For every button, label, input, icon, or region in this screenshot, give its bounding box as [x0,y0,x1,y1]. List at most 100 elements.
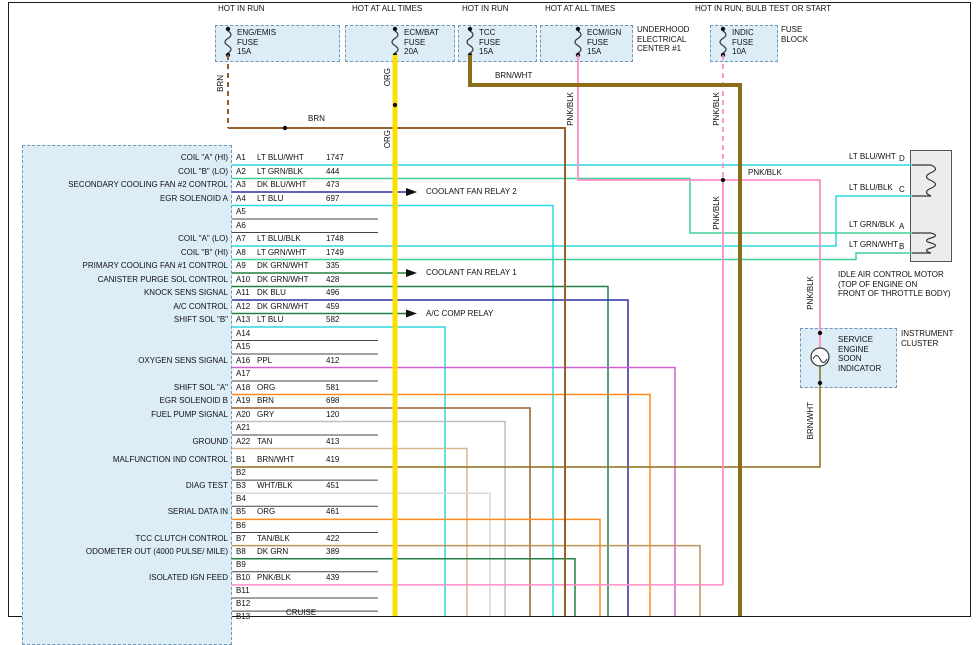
circuit-number: 1747 [326,153,344,162]
circuit-number: 444 [326,166,340,176]
pin-id: A20 [236,409,251,419]
signal-name: COIL "A" (HI) [180,153,228,162]
instrument-cluster-label: INSTRUMENT CLUSTER [901,329,954,348]
wire-color-label: LT BLU/WHT [257,153,304,162]
idle-air-control-motor-caption: IDLE AIR CONTROL MOTOR (TOP OF ENGINE ON… [838,270,951,298]
wire-color-label: DK GRN/WHT [257,261,309,270]
circuit-number: 581 [326,382,340,392]
wire-color-label: GRY [257,409,275,419]
signal-name: GROUND [192,436,228,446]
pin-id: A17 [236,369,251,378]
circuit-number: 459 [326,301,340,311]
signal-name: ODOMETER OUT (4000 PULSE/ MILE) [85,546,228,556]
wire-b5-org [232,518,601,616]
wire-color-label: LT BLU [257,193,284,203]
pin-id: B10 [236,572,251,582]
lamp-filament-icon [812,354,828,364]
wire-label: LT BLU/BLK [849,183,893,192]
coil-icon [925,232,937,254]
wire-color-label: PPL [257,355,273,365]
fuse-label: INDIC FUSE 10A [732,28,754,56]
relay-arrow-icon [406,269,417,277]
wire-a19-brn [232,407,531,616]
signal-name: CANISTER PURGE SOL CONTROL [97,274,228,284]
pin-id: A2 [236,166,246,176]
signal-name: OXYGEN SENS SIGNAL [138,355,228,365]
signal-name: SHIFT SOL "A" [173,382,228,392]
pin-id: A15 [236,342,251,351]
wire-a10-dk-grn-wht [232,285,609,616]
terminal-dot [225,26,231,32]
pin-id: A16 [236,355,251,365]
pin-id: A9 [236,261,246,270]
signal-name: EGR SOLENOID A [159,193,228,203]
fuse-box [345,25,455,62]
fuse-icon [224,30,232,54]
pin-id: B6 [236,520,246,530]
wire-brn-feed [228,127,566,616]
pin-id: B4 [236,494,246,504]
wire-label: BRN [216,75,225,92]
signal-name: MALFUNCTION IND CONTROL [112,455,228,464]
pin-id: A13 [236,315,251,324]
terminal-dot [467,26,473,32]
pin-id: B7 [236,533,246,543]
underhood-electrical-center-label: UNDERHOOD ELECTRICAL CENTER #1 [637,25,690,53]
pin-id: A4 [236,193,246,203]
iac-terminal-letter: C [899,185,905,194]
signal-name: FUEL PUMP SIGNAL [151,409,228,419]
junction-dot [720,177,726,183]
pin-id: A19 [236,396,251,405]
power-feed-label: HOT AT ALL TIMES [352,4,423,13]
circuit-number: 428 [326,274,340,284]
wire-color-label: DK GRN/WHT [257,274,309,284]
signal-name: SHIFT SOL "B" [173,315,228,324]
wire-pnk-blk-cluster [723,179,821,348]
signal-name: COIL "B" (LO) [178,166,228,176]
signal-name: SECONDARY COOLING FAN #2 CONTROL [68,180,228,189]
pin-id: A10 [236,274,251,284]
iac-terminal-letter: B [899,242,905,251]
wire-color-label: WHT/BLK [257,481,293,491]
wire-label: BRN/WHT [806,402,815,440]
wire-color-label: LT BLU/BLK [257,234,301,243]
fuse-icon [466,30,474,54]
pin-id: B12 [236,599,251,609]
wire-a7-lt-blu-blk [232,195,912,247]
fuse-icon [391,30,399,54]
signal-name: EGR SOLENOID B [159,396,228,405]
wire-label: LT BLU/WHT [849,152,896,161]
circuit-number: 473 [326,180,340,189]
fuse-box [215,25,340,62]
wire-label: PNK/BLK [748,168,782,177]
pin-id: A6 [236,220,246,230]
wire-label: LT GRN/BLK [849,220,895,229]
pin-id: B9 [236,559,246,569]
wire-pnk-blk-ecm-ign [577,55,723,181]
wire-color-label: BRN [257,396,274,405]
wire-label: PNK/BLK [712,92,721,126]
service-engine-soon-indicator-label: SERVICE ENGINE SOON INDICATOR [838,335,882,373]
pin-id: B2 [236,468,246,478]
wire-label: PNK/BLK [712,196,721,230]
wire-a4-lt-blu [232,204,554,616]
wire-color-label: TAN/BLK [257,533,290,543]
fuse-block-label: FUSE BLOCK [781,25,809,44]
wire-label: COOLANT FAN RELAY 2 [426,187,517,196]
junction-dot [392,102,398,108]
wire-a16-ppl [232,366,676,616]
wire-b3-wht-blk [232,492,491,616]
pin-id: A8 [236,247,246,257]
pin-id: A11 [236,288,250,297]
pin-id: B13 [236,612,251,622]
pin-id: A22 [236,436,251,446]
wire-color-label: BRN/WHT [257,455,295,464]
pin-id: A21 [236,423,251,432]
circuit-number: 461 [326,507,340,517]
power-feed-label: HOT IN RUN, BULB TEST OR START [695,4,832,13]
terminal-dot [392,26,398,32]
circuit-number: 697 [326,193,340,203]
wiring-canvas [224,26,937,616]
pin-id: B8 [236,546,246,556]
wire-a11-dk-blu [232,299,629,616]
